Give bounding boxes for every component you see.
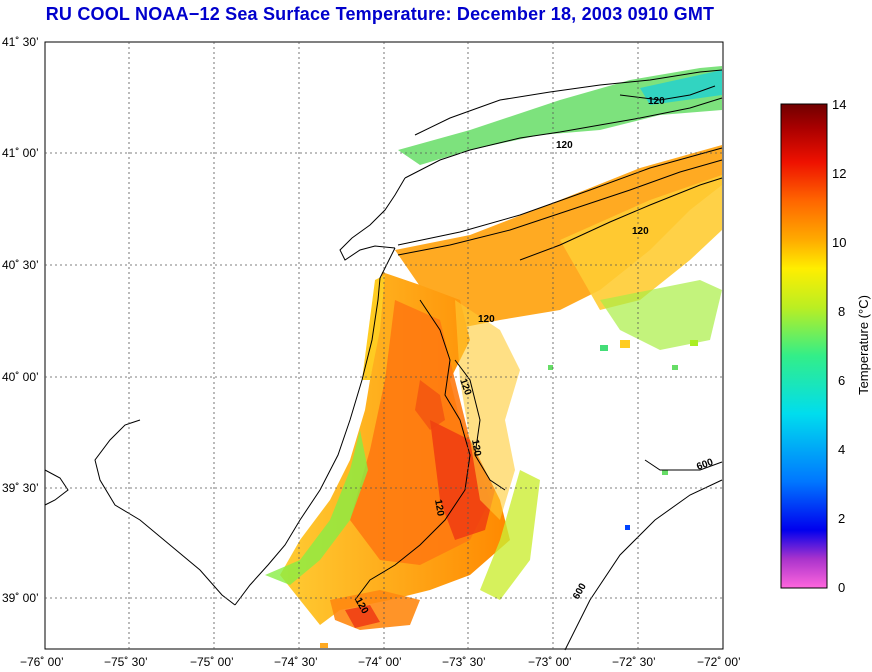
lon-label: −72˚ 30’ bbox=[612, 655, 656, 669]
lon-label: −74˚ 30’ bbox=[274, 655, 318, 669]
contour-label: 120 bbox=[648, 96, 665, 107]
contour-label: 120 bbox=[469, 439, 483, 458]
colorbar-title: Temperature (°C) bbox=[856, 295, 871, 395]
lat-label: 39˚ 00’ bbox=[2, 591, 39, 605]
lon-label: −73˚ 00’ bbox=[528, 655, 572, 669]
lat-axis: 41˚ 30’ 41˚ 00’ 40˚ 30’ 40˚ 00’ 39˚ 30’ … bbox=[2, 35, 39, 605]
lat-label: 41˚ 30’ bbox=[2, 35, 39, 49]
colorbar-tick: 14 bbox=[832, 97, 846, 112]
colorbar-tick: 8 bbox=[838, 304, 845, 319]
colorbar-tick: 2 bbox=[838, 511, 845, 526]
sst-field bbox=[265, 66, 722, 648]
contour-label: 120 bbox=[478, 314, 495, 325]
lon-label: −72˚ 00’ bbox=[697, 655, 741, 669]
colorbar: 14 12 10 8 6 4 2 0 Temperature (°C) bbox=[780, 97, 871, 595]
lon-label: −76˚ 00’ bbox=[20, 655, 64, 669]
colorbar-tick: 12 bbox=[832, 166, 846, 181]
contour-labels: 120 120 120 120 120 120 120 120 600 600 bbox=[352, 96, 715, 616]
lon-label: −73˚ 30’ bbox=[442, 655, 486, 669]
lat-label: 40˚ 30’ bbox=[2, 258, 39, 272]
contour-label: 120 bbox=[632, 226, 649, 237]
contour-label: 120 bbox=[556, 140, 573, 151]
lon-label: −75˚ 00’ bbox=[190, 655, 234, 669]
lon-label: −74˚ 00’ bbox=[358, 655, 402, 669]
lat-label: 39˚ 30’ bbox=[2, 481, 39, 495]
lon-axis: −76˚ 00’ −75˚ 30’ −75˚ 00’ −74˚ 30’ −74˚… bbox=[20, 655, 741, 669]
colorbar-tick: 0 bbox=[838, 580, 845, 595]
colorbar-tick: 4 bbox=[838, 442, 845, 457]
graticule bbox=[45, 42, 723, 649]
colorbar-tick: 6 bbox=[838, 373, 845, 388]
contour-label: 120 bbox=[432, 499, 446, 518]
colorbar-scale bbox=[780, 103, 828, 589]
map-title: RU COOL NOAA−12 Sea Surface Temperature:… bbox=[45, 4, 715, 24]
colorbar-tick: 10 bbox=[832, 235, 846, 250]
lat-label: 41˚ 00’ bbox=[2, 146, 39, 160]
lon-label: −75˚ 30’ bbox=[104, 655, 148, 669]
lat-label: 40˚ 00’ bbox=[2, 370, 39, 384]
